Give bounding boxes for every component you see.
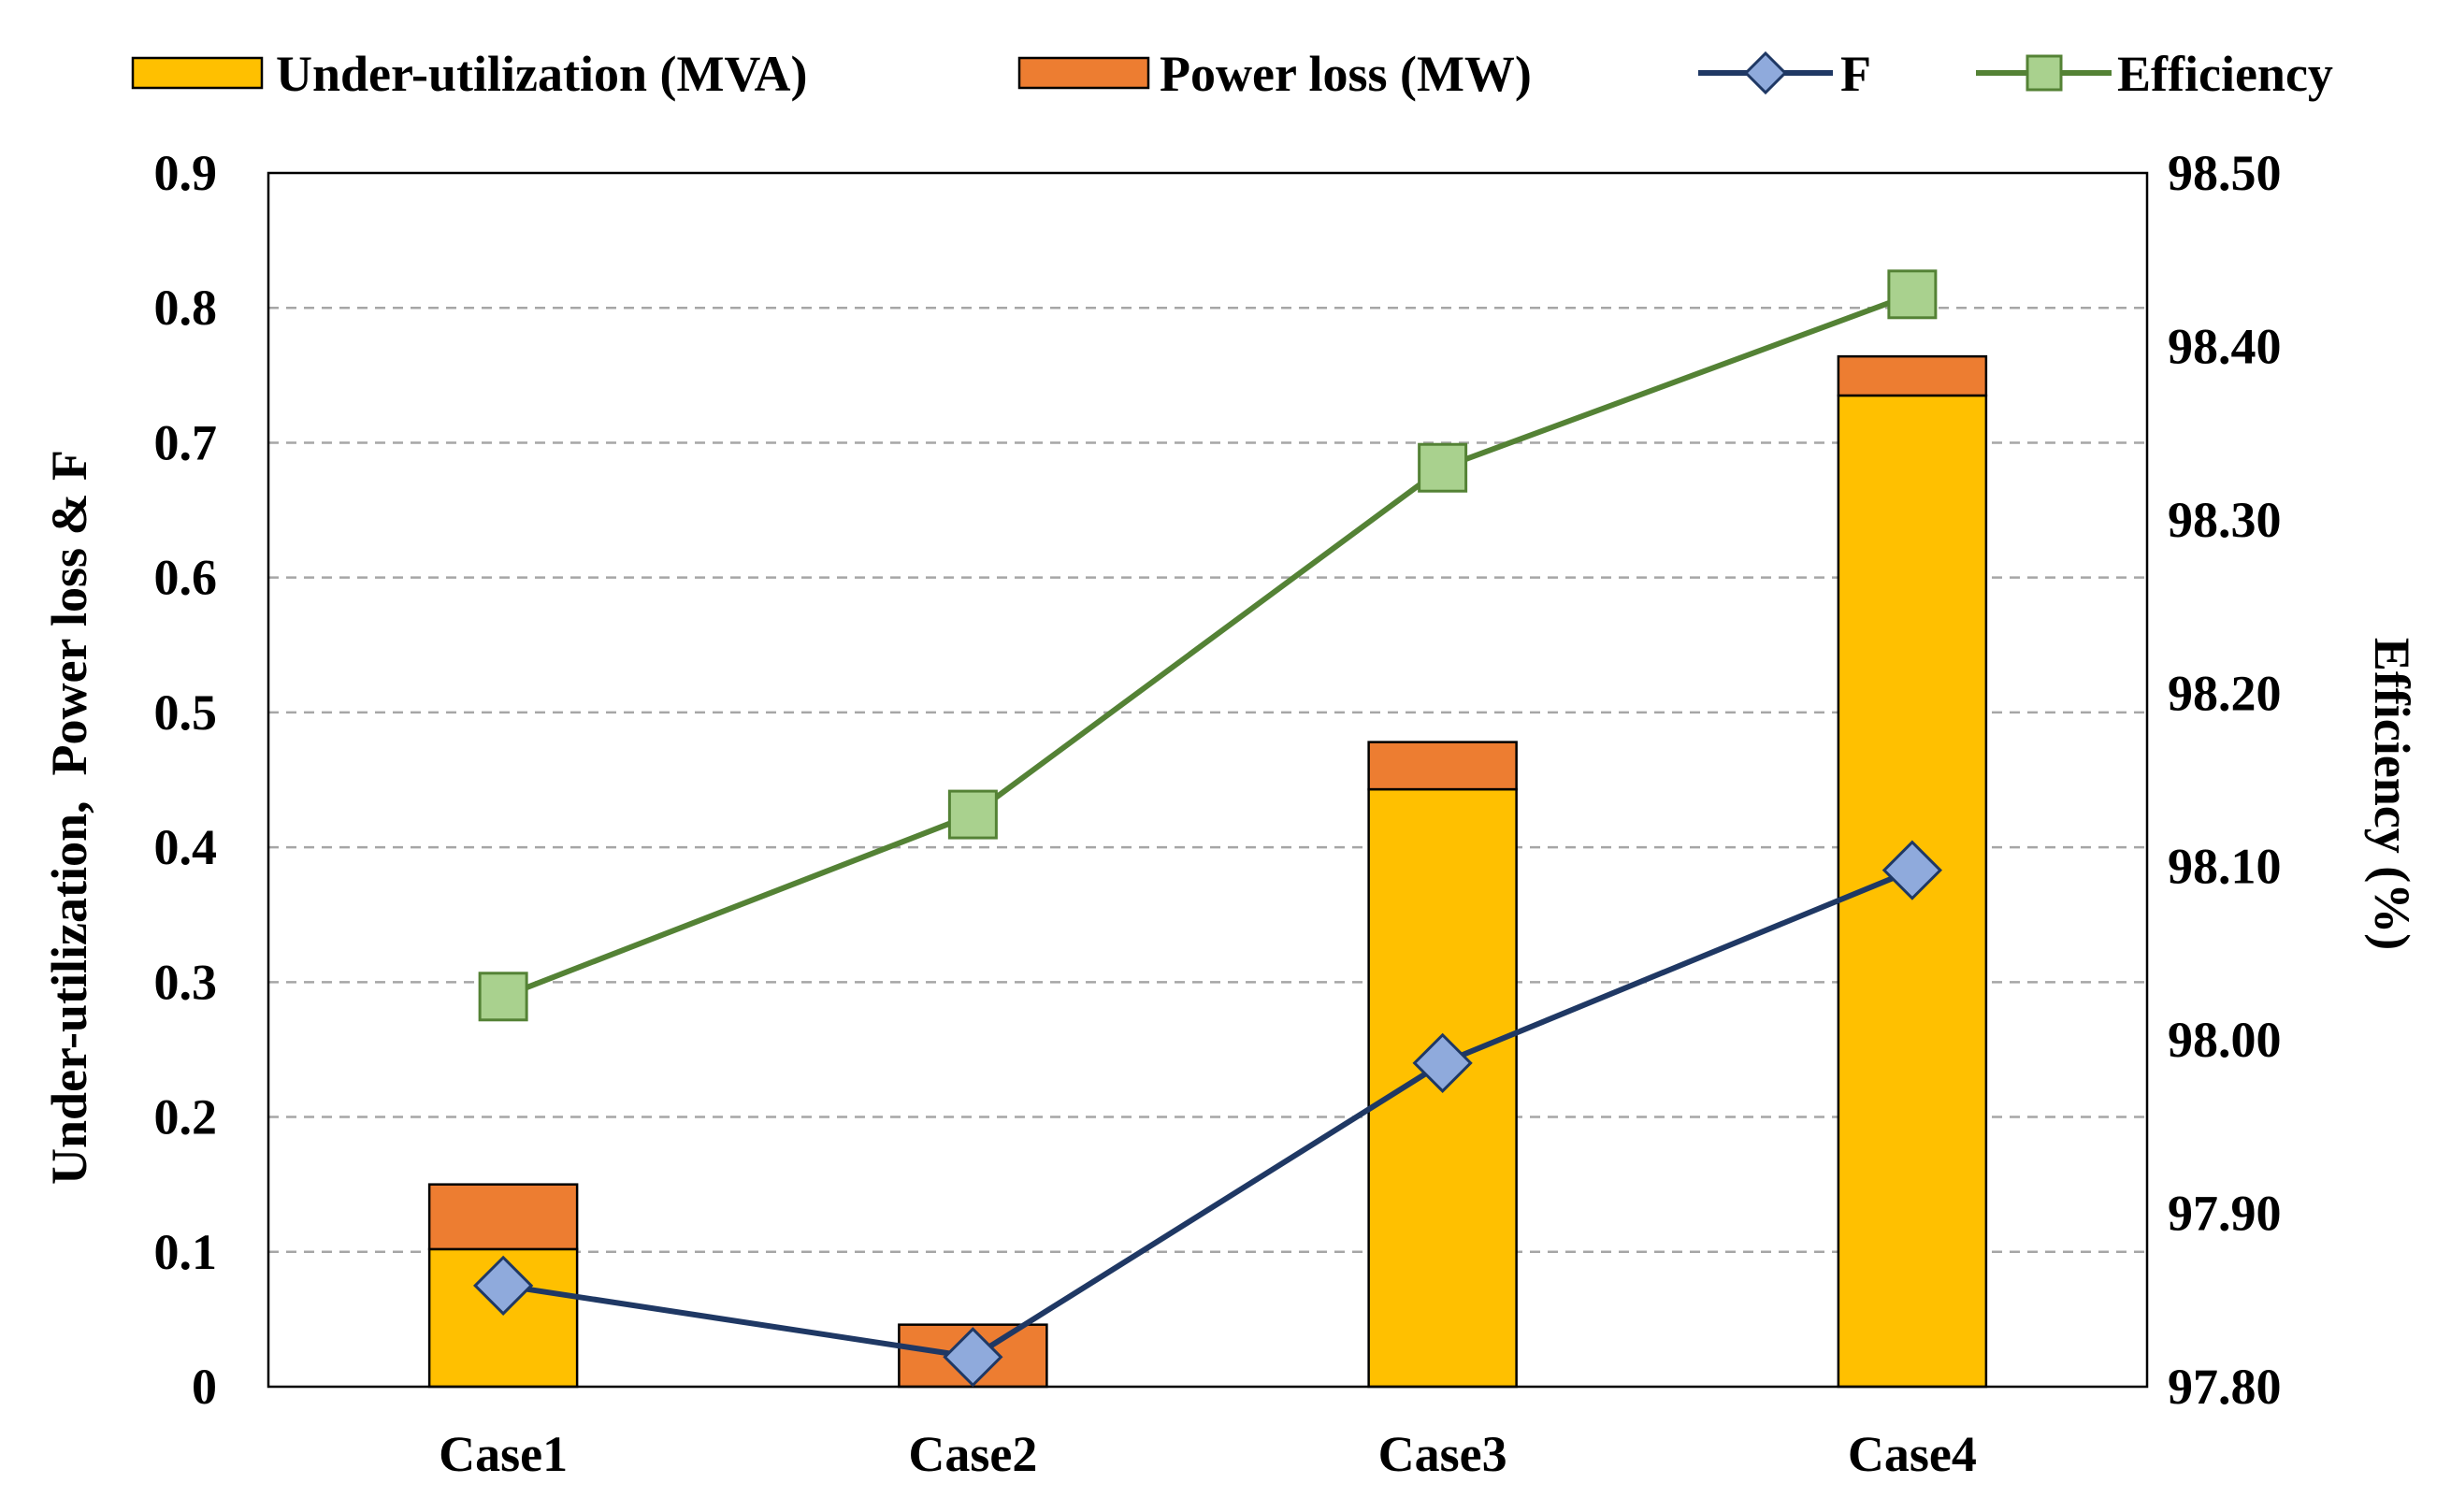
efficiency-point bbox=[1887, 269, 1938, 320]
y-right-tick-label: 98.20 bbox=[2168, 665, 2282, 721]
efficiency-point bbox=[947, 789, 998, 840]
y-left-tick-label: 0.9 bbox=[154, 145, 218, 201]
y-left-tick-label: 0.2 bbox=[154, 1089, 218, 1145]
efficiency-point bbox=[478, 972, 528, 1022]
f-point bbox=[1412, 1032, 1473, 1093]
y-left-tick-label: 0.3 bbox=[154, 954, 218, 1010]
y-right-tick-label: 97.90 bbox=[2168, 1186, 2282, 1242]
y-right-tick-label: 98.30 bbox=[2168, 492, 2282, 548]
bar-series bbox=[427, 354, 1988, 1389]
y-left-tick-label: 0.8 bbox=[154, 280, 218, 336]
legend-marker-f bbox=[1743, 50, 1788, 95]
x-category-label: Case4 bbox=[1848, 1426, 1977, 1482]
legend-label: Efficiency bbox=[2117, 46, 2333, 102]
y-left-axis-title: Under-utilization, Power loss & F bbox=[41, 450, 97, 1185]
y-left-tick-label: 0.4 bbox=[154, 819, 218, 875]
y-right-tick-label: 97.80 bbox=[2168, 1359, 2282, 1415]
x-category-label: Case1 bbox=[439, 1426, 568, 1482]
y-right-tick-label: 98.00 bbox=[2168, 1012, 2282, 1068]
f-line bbox=[502, 867, 1914, 1361]
x-category-label: Case3 bbox=[1378, 1426, 1507, 1482]
legend-swatch-under-utilization bbox=[131, 56, 264, 90]
y-left-tick-label: 0 bbox=[192, 1359, 217, 1415]
legend-label: Under-utilization (MVA) bbox=[276, 46, 807, 102]
y-right-tick-label: 98.10 bbox=[2168, 839, 2282, 895]
y-right-axis-title: Efficiency (%) bbox=[2364, 638, 2420, 950]
y-right-tick-label: 98.40 bbox=[2168, 318, 2282, 374]
efficiency-point bbox=[1418, 442, 1468, 493]
y-right-tick-label: 98.50 bbox=[2168, 145, 2282, 201]
f-point bbox=[473, 1255, 534, 1316]
y-left-tick-label: 0.5 bbox=[154, 684, 218, 741]
x-category-label: Case2 bbox=[908, 1426, 1037, 1482]
axes: 0 0.1 0.2 0.3 0.4 0.5 0.6 0.7 0.8 0.9 97.80 97.90 98… bbox=[41, 145, 2420, 1482]
f-point bbox=[1882, 840, 1942, 900]
y-left-tick-label: 0.6 bbox=[154, 550, 218, 606]
legend-label: F bbox=[1840, 46, 1871, 102]
bar-power-loss bbox=[427, 1183, 579, 1251]
bar-power-loss bbox=[1367, 741, 1518, 791]
legend-label: Power loss (MW) bbox=[1160, 46, 1532, 102]
y-left-tick-label: 0.1 bbox=[154, 1224, 218, 1280]
efficiency-line bbox=[502, 291, 1913, 1000]
legend-marker-efficiency bbox=[2026, 54, 2063, 92]
legend-swatch-power-loss bbox=[1017, 56, 1150, 90]
legend: Under-utilization (MVA) Power loss (MW) F E… bbox=[131, 46, 2333, 102]
bar-power-loss bbox=[1837, 354, 1988, 397]
f-point bbox=[943, 1327, 1003, 1388]
y-left-tick-label: 0.7 bbox=[154, 414, 218, 470]
gridlines bbox=[268, 306, 2147, 1254]
plot-area-border bbox=[267, 171, 2149, 1389]
line-series bbox=[473, 269, 1942, 1388]
